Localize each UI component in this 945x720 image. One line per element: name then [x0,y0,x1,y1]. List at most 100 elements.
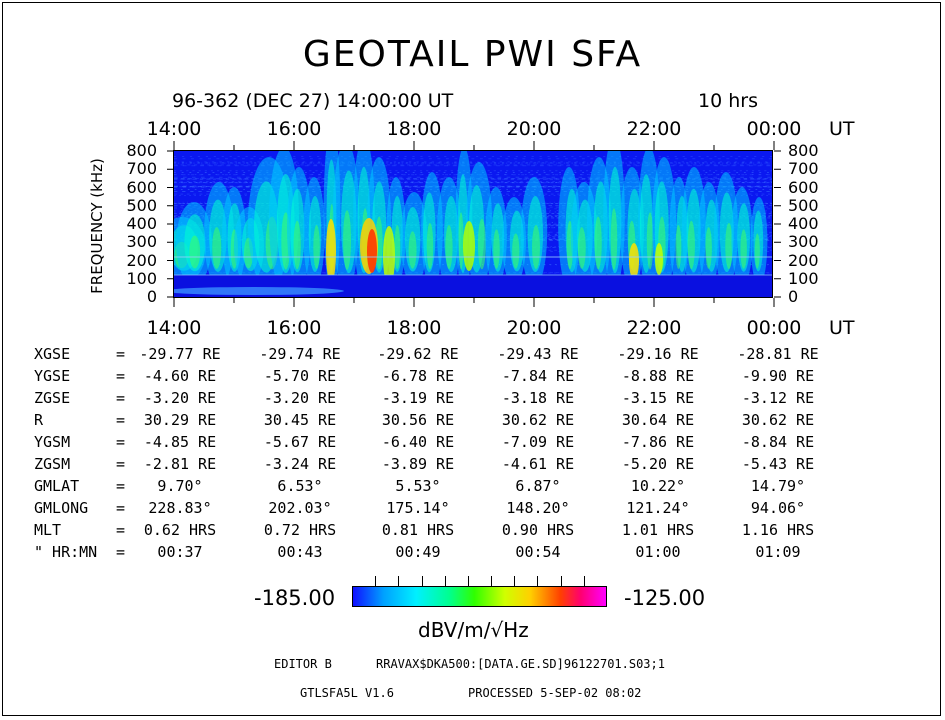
y-tick-label-left: 700 [126,159,157,179]
ephemeris-row-label: XGSE [34,345,71,363]
axis-tickmarks [167,141,781,307]
y-tick-label-right: 700 [788,159,819,179]
processed-label: PROCESSED 5-SEP-02 08:02 [468,686,642,700]
top-time-tick-label: 22:00 [626,118,682,140]
chart-title: GEOTAIL PWI SFA [302,34,643,75]
top-time-tick-label: 00:00 [746,118,802,140]
ephemeris-row-equals: = [116,455,126,473]
ephemeris-value: 00:49 [395,543,441,561]
ephemeris-row-label: ZGSM [34,455,71,473]
colorbar-tick [467,576,469,586]
ephemeris-value: -3.12 RE [741,389,815,407]
ephemeris-value: 01:09 [755,543,801,561]
y-tick-label-right: 200 [788,250,819,270]
ephemeris-row-equals: = [116,521,126,539]
ephemeris-row-equals: = [116,433,126,451]
emission-blob [725,222,733,270]
data-path-label: RRAVAX$DKA500:[DATA.GE.SD]96122701.S03;1 [376,657,665,671]
ephemeris-value: 9.70° [157,477,203,495]
ephemeris-value: 121.24° [626,499,690,517]
emission-blob [532,225,540,269]
ephemeris-value: 14.79° [750,477,806,495]
emission-blob [493,229,500,269]
ephemeris-row-equals: = [116,367,126,385]
colorbar-unit-label: dBV/m/√Hz [418,618,529,642]
ephemeris-value: 30.45 RE [263,411,337,429]
ephemeris-value: -29.43 RE [497,345,579,363]
y-tick-label-right: 500 [788,195,819,215]
y-tick-label-left: 800 [126,141,157,160]
low-frequency-band [174,287,344,295]
colorbar-tick [583,576,585,586]
emission-blob [754,233,760,269]
emission-blob [577,227,586,269]
y-tick-label-left: 500 [126,195,157,215]
colorbar-min-label: -185.00 [254,586,336,610]
ephemeris-value: 0.81 HRS [381,521,455,539]
ephemeris-value: -3.18 RE [501,389,575,407]
ephemeris-value: 00:43 [277,543,323,561]
ephemeris-value: 30.62 RE [501,411,575,429]
colorbar-tick [444,576,446,586]
ephemeris-value: -8.84 RE [741,433,815,451]
emission-blob [408,231,417,269]
emission-blob [646,212,654,270]
ephemeris-value: 30.56 RE [381,411,455,429]
ephemeris-row-label: YGSM [34,433,71,451]
ephemeris-row-equals: = [116,389,126,407]
bottom-time-tick-label: 00:00 [746,317,802,339]
emission-blob [594,216,602,270]
ephemeris-value: 228.83° [148,499,212,517]
y-tick-label-right: 600 [788,177,819,197]
ephemeris-value: -7.09 RE [501,433,575,451]
emission-hotspot [463,221,475,271]
emission-hotspot [326,219,336,283]
y-tick-label-right: 100 [788,268,819,288]
ephemeris-value: 01:00 [635,543,681,561]
ephemeris-value: -4.60 RE [143,367,217,385]
ephemeris-value: 94.06° [750,499,806,517]
emission-blob [445,225,453,269]
top-time-tick-label: 20:00 [506,118,562,140]
ephemeris-value: -3.15 RE [621,389,695,407]
ephemeris-row-equals: = [116,411,126,429]
ephemeris-row-label: MLT [34,521,62,539]
ephemeris-value: -6.40 RE [381,433,455,451]
ephemeris-row-equals: = [116,543,126,561]
spectrogram-svg [174,151,772,297]
y-tick-label-left: 400 [126,214,157,233]
ephemeris-value: -4.61 RE [501,455,575,473]
y-tick-label-left: 100 [126,268,157,288]
ephemeris-row-label: " HR:MN [34,543,98,561]
ephemeris-value: -6.78 RE [381,367,455,385]
ephemeris-value: 00:37 [157,543,203,561]
bottom-time-tick-label: 20:00 [506,317,562,339]
ephemeris-value: 1.01 HRS [621,521,695,539]
emission-blob [512,233,520,269]
colorbar-tick [537,576,539,586]
ephemeris-value: -28.81 RE [737,345,819,363]
version-label: GTLSFA5L V1.6 [300,686,394,700]
y-tick-label-left: 0 [146,287,157,306]
y-tick-label-right: 0 [788,287,799,306]
y-tick-label-left: 300 [126,232,157,252]
ephemeris-value: 175.14° [386,499,450,517]
top-time-tick-label: 14:00 [146,118,202,140]
ephemeris-value: -29.74 RE [259,345,341,363]
colorbar-tick [421,576,423,586]
bottom-time-tick-label: 14:00 [146,317,202,339]
ephemeris-value: 5.53° [395,477,441,495]
bottom-time-tick-label: 22:00 [626,317,682,339]
ephemeris-row-equals: = [116,477,126,495]
ephemeris-value: -9.90 RE [741,367,815,385]
emission-blob [343,210,352,270]
emission-blob [394,225,401,269]
ephemeris-value: 0.72 HRS [263,521,337,539]
y-tick-label-right: 300 [788,232,819,252]
ephemeris-value: 6.87° [515,477,561,495]
bottom-time-tick-label: 16:00 [266,317,322,339]
emission-hotspot [367,229,377,273]
emission-blob [426,222,434,270]
emission-blob [705,227,712,269]
emission-blob [458,212,464,270]
